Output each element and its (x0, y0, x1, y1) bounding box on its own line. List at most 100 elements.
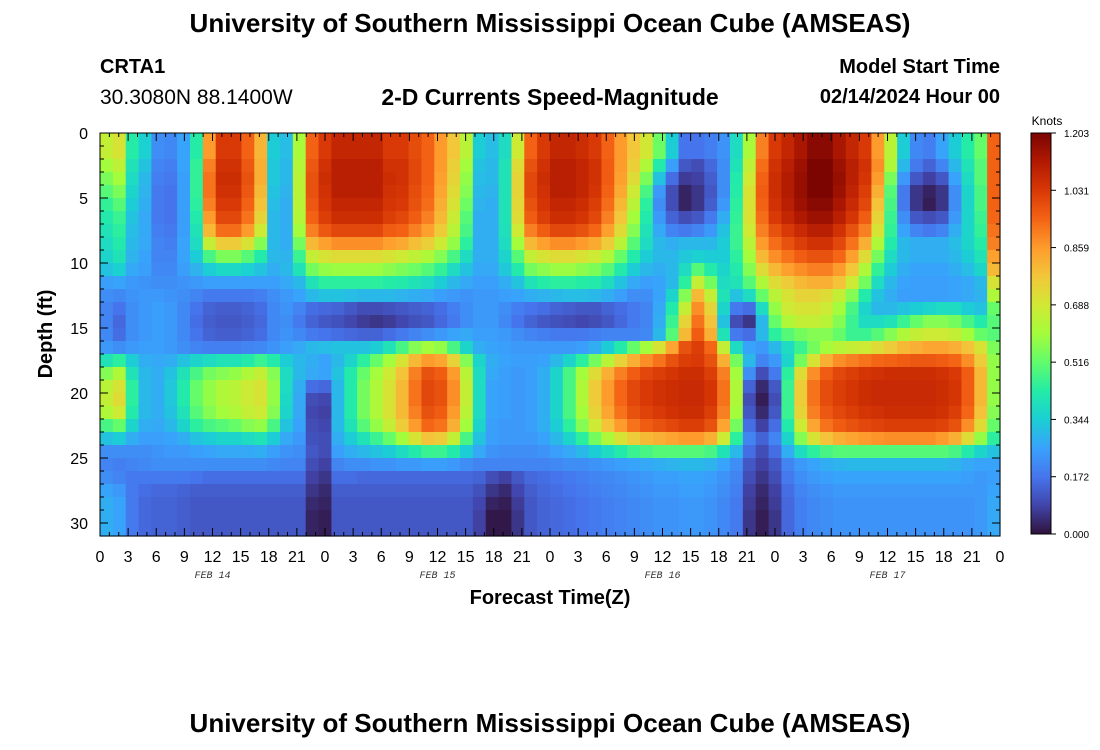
heatmap-cell (511, 328, 525, 342)
heatmap-cell (267, 276, 281, 290)
heatmap-cell (974, 263, 988, 277)
heatmap-cell (974, 380, 988, 394)
heatmap-cell (202, 432, 217, 446)
heatmap-cell (550, 406, 564, 420)
heatmap-cell (794, 133, 808, 147)
x-tick-label: 15 (457, 549, 475, 566)
heatmap-cell (562, 432, 577, 446)
heatmap-cell (138, 393, 153, 407)
heatmap-cell (627, 510, 641, 524)
heatmap-cell (588, 484, 603, 498)
heatmap-cell (100, 406, 114, 420)
heatmap-cell (704, 380, 718, 394)
heatmap-cell (280, 276, 294, 290)
heatmap-cell (472, 445, 487, 459)
heatmap-cell (395, 276, 410, 290)
heatmap-cell (794, 250, 808, 264)
heatmap-cell (228, 523, 243, 537)
heatmap-cell (228, 172, 243, 186)
heatmap-cell (897, 406, 911, 420)
heatmap-cell (755, 185, 770, 199)
heatmap-cell (151, 432, 165, 446)
heatmap-cell (280, 367, 294, 381)
heatmap-cell (987, 471, 1001, 485)
heatmap-cell (948, 484, 963, 498)
heatmap-cell (961, 341, 975, 355)
heatmap-cell (948, 289, 963, 303)
heatmap-cell (511, 393, 525, 407)
heatmap-cell (871, 341, 885, 355)
heatmap-cell (678, 276, 693, 290)
heatmap-cell (768, 380, 783, 394)
heatmap-cell (768, 224, 783, 238)
heatmap-cell (190, 159, 204, 173)
heatmap-cell (562, 172, 577, 186)
heatmap-cell (498, 133, 513, 147)
heatmap-cell (794, 341, 808, 355)
heatmap-cell (922, 354, 937, 368)
heatmap-cell (125, 354, 140, 368)
heatmap-cell (845, 224, 860, 238)
heatmap-cell (755, 367, 770, 381)
heatmap-cell (820, 289, 834, 303)
heatmap-cell (807, 523, 821, 537)
heatmap-cell (125, 133, 140, 147)
heatmap-cell (652, 211, 667, 225)
heatmap-cell (845, 159, 860, 173)
heatmap-cell (395, 237, 410, 251)
heatmap-cell (588, 523, 603, 537)
heatmap-cell (575, 471, 590, 485)
heatmap-cell (717, 172, 731, 186)
heatmap-cell (280, 471, 294, 485)
x-tick-label: 9 (855, 549, 864, 566)
heatmap-cell (755, 172, 770, 186)
heatmap-cell (665, 406, 680, 420)
heatmap-cell (665, 354, 680, 368)
heatmap-cell (537, 224, 551, 238)
heatmap-cell (215, 276, 230, 290)
heatmap-cell (588, 367, 603, 381)
heatmap-cell (472, 380, 487, 394)
heatmap-cell (305, 419, 320, 433)
heatmap-cell (704, 146, 718, 160)
heatmap-cell (498, 224, 513, 238)
heatmap-cell (935, 341, 950, 355)
heatmap-cell (215, 354, 230, 368)
heatmap-cell (768, 211, 783, 225)
heatmap-cell (395, 380, 410, 394)
heatmap-cell (961, 198, 975, 212)
heatmap-cell (434, 419, 448, 433)
heatmap-cell (640, 315, 654, 329)
heatmap-cell (832, 289, 847, 303)
heatmap-cell (640, 172, 654, 186)
heatmap-cell (871, 393, 885, 407)
heatmap-cell (434, 432, 448, 446)
heatmap-cell (730, 419, 744, 433)
heatmap-cell (820, 328, 834, 342)
heatmap-cell (305, 276, 320, 290)
heatmap-cell (871, 133, 885, 147)
heatmap-cell (678, 458, 693, 472)
heatmap-cell (678, 289, 693, 303)
heatmap-cell (100, 185, 114, 199)
heatmap-cell (408, 289, 423, 303)
heatmap-cell (704, 302, 718, 316)
heatmap-cell (331, 159, 345, 173)
heatmap-cell (627, 289, 641, 303)
heatmap-cell (421, 445, 435, 459)
heatmap-cell (408, 341, 423, 355)
heatmap-cell (897, 484, 911, 498)
heatmap-cell (961, 263, 975, 277)
heatmap-cell (382, 393, 397, 407)
heatmap-cell (357, 159, 371, 173)
heatmap-cell (807, 302, 821, 316)
heatmap-cell (228, 367, 243, 381)
heatmap-cell (344, 198, 358, 212)
heatmap-cell (511, 367, 525, 381)
heatmap-cell (408, 172, 423, 186)
heatmap-cell (922, 406, 937, 420)
heatmap-cell (498, 406, 513, 420)
heatmap-cell (730, 302, 744, 316)
heatmap-cell (472, 367, 487, 381)
heatmap-cell (691, 510, 705, 524)
